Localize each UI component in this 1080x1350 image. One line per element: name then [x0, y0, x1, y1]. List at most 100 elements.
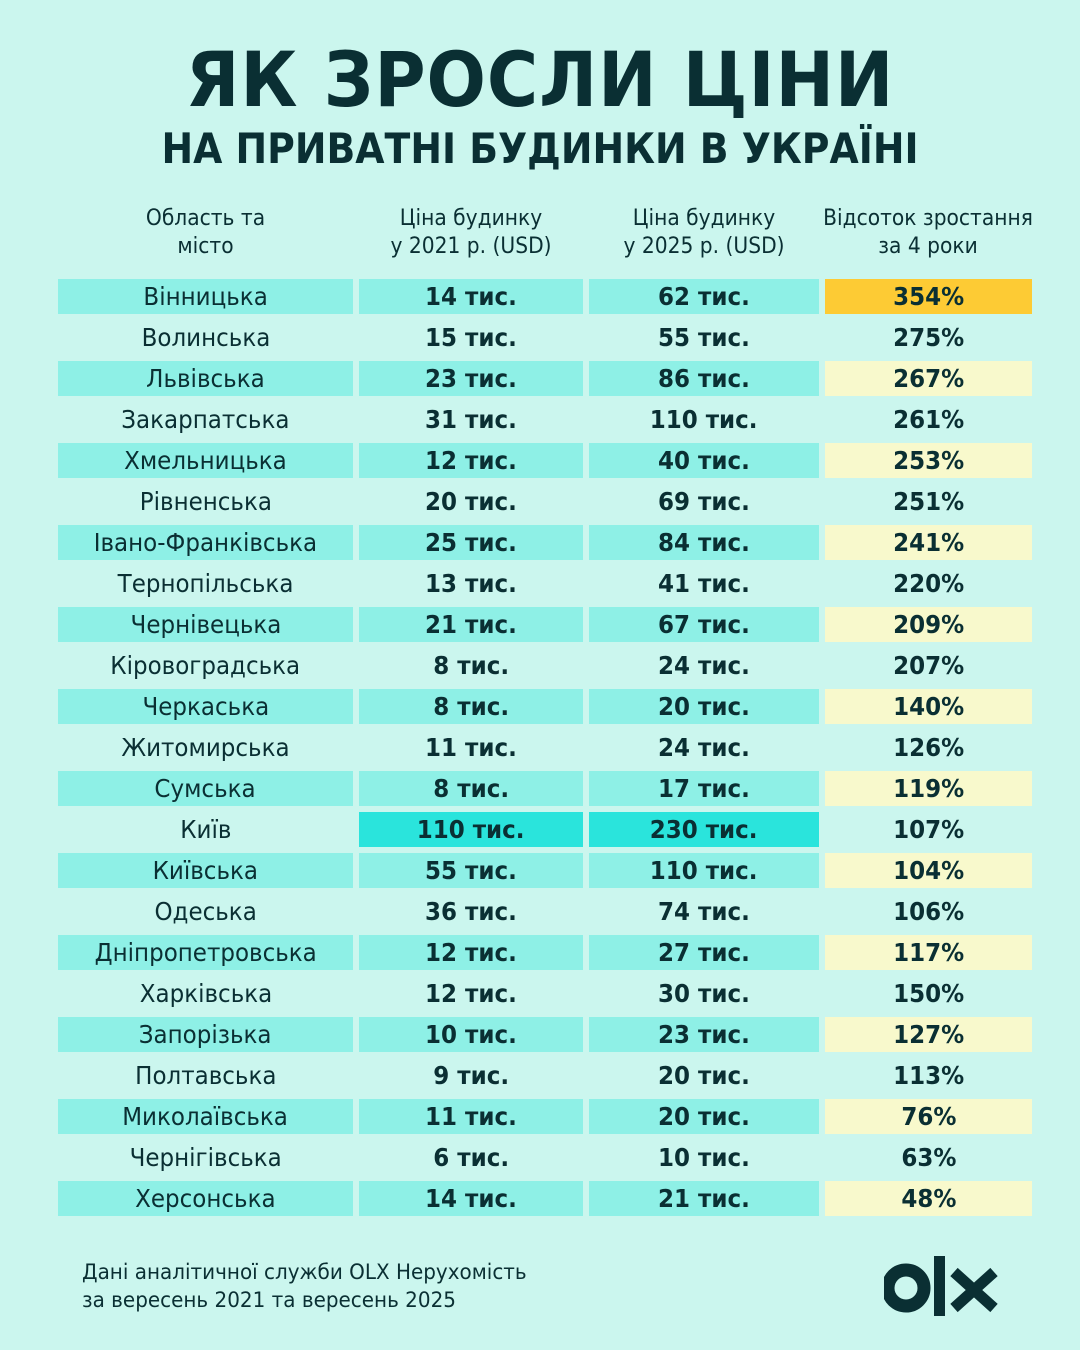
growth-cell: 126%	[825, 730, 1032, 765]
price-2025-cell: 41 тис.	[589, 566, 819, 601]
price-2025-cell-text: 30 тис.	[658, 979, 750, 1008]
price-2025-cell: 110 тис.	[589, 402, 819, 437]
price-2021-cell-text: 10 тис.	[425, 1020, 517, 1049]
region-cell: Полтавська	[58, 1058, 353, 1093]
price-2021-cell: 31 тис.	[359, 402, 583, 437]
growth-cell-text: 48%	[900, 1184, 957, 1213]
region-cell-text: Сумська	[154, 774, 257, 803]
growth-cell-text: 107%	[892, 815, 965, 844]
price-2021-cell: 6 тис.	[359, 1140, 583, 1175]
growth-cell: 150%	[825, 976, 1032, 1011]
table-row: Харківська 12 тис. 30 тис. 150%	[58, 976, 1032, 1017]
price-2021-cell-text: 14 тис.	[425, 1184, 517, 1213]
growth-cell-text: 106%	[892, 897, 965, 926]
growth-cell-text: 117%	[892, 938, 965, 967]
growth-cell: 107%	[825, 812, 1032, 847]
table-row: Івано-Франківська 25 тис. 84 тис. 241%	[58, 525, 1032, 566]
table-row: Львівська 23 тис. 86 тис. 267%	[58, 361, 1032, 402]
column-header-growth: Відсоток зростання за 4 роки	[813, 205, 1043, 261]
source-line: Дані аналітичної служби OLX Нерухомість	[82, 1260, 527, 1284]
price-2021-cell-text: 14 тис.	[425, 282, 517, 311]
price-2021-cell: 8 тис.	[359, 648, 583, 683]
column-header-line: Область та	[145, 206, 266, 231]
growth-cell: 127%	[825, 1017, 1032, 1052]
price-2021-cell: 13 тис.	[359, 566, 583, 601]
price-2025-cell-text: 21 тис.	[658, 1184, 750, 1213]
region-cell-text: Херсонська	[135, 1184, 276, 1213]
price-2021-cell: 11 тис.	[359, 730, 583, 765]
table-header: Область та місто Ціна будинку у 2021 р. …	[58, 205, 1033, 265]
table-row: Херсонська 14 тис. 21 тис. 48%	[58, 1181, 1032, 1222]
price-2021-cell-text: 36 тис.	[425, 897, 517, 926]
price-2025-cell-text: 20 тис.	[658, 692, 750, 721]
table-row: Одеська 36 тис. 74 тис. 106%	[58, 894, 1032, 935]
region-cell-text: Харківська	[139, 979, 272, 1008]
region-cell: Запорізька	[58, 1017, 353, 1052]
price-2025-cell: 24 тис.	[589, 730, 819, 765]
price-2025-cell: 20 тис.	[589, 1099, 819, 1134]
growth-cell: 267%	[825, 361, 1032, 396]
region-cell-text: Полтавська	[134, 1061, 277, 1090]
price-2021-cell-text: 8 тис.	[433, 774, 509, 803]
region-cell: Волинська	[58, 320, 353, 355]
region-cell: Кіровоградська	[58, 648, 353, 683]
table-row: Київська 55 тис. 110 тис. 104%	[58, 853, 1032, 894]
region-cell: Черкаська	[58, 689, 353, 724]
price-2021-cell-text: 23 тис.	[425, 364, 517, 393]
growth-cell: 76%	[825, 1099, 1032, 1134]
price-2021-cell: 11 тис.	[359, 1099, 583, 1134]
region-cell: Херсонська	[58, 1181, 353, 1216]
table-row: Рівненська 20 тис. 69 тис. 251%	[58, 484, 1032, 525]
price-2025-cell: 230 тис.	[589, 812, 819, 847]
growth-cell-text: 119%	[892, 774, 965, 803]
price-2025-cell-text: 55 тис.	[658, 323, 750, 352]
price-2025-cell-text: 110 тис.	[650, 405, 758, 434]
price-2021-cell-text: 11 тис.	[425, 1102, 517, 1131]
price-2025-cell: 27 тис.	[589, 935, 819, 970]
growth-cell: 241%	[825, 525, 1032, 560]
page-subtitle: НА ПРИВАТНІ БУДИНКИ В УКРАЇНІ	[161, 124, 919, 173]
table-row: Запорізька 10 тис. 23 тис. 127%	[58, 1017, 1032, 1058]
column-header-line: Ціна будинку	[632, 206, 776, 231]
column-header-line: у 2025 р. (USD)	[623, 234, 785, 259]
growth-cell-text: 354%	[892, 282, 965, 311]
price-2021-cell-text: 110 тис.	[417, 815, 525, 844]
price-2021-cell-text: 12 тис.	[425, 446, 517, 475]
growth-cell: 119%	[825, 771, 1032, 806]
table-row: Чернігівська 6 тис. 10 тис. 63%	[58, 1140, 1032, 1181]
region-cell-text: Тернопільська	[117, 569, 294, 598]
region-cell: Миколаївська	[58, 1099, 353, 1134]
growth-cell: 117%	[825, 935, 1032, 970]
price-2025-cell-text: 84 тис.	[658, 528, 750, 557]
price-2021-cell-text: 8 тис.	[433, 692, 509, 721]
price-2025-cell-text: 67 тис.	[658, 610, 750, 639]
price-2025-cell-text: 230 тис.	[650, 815, 758, 844]
price-2025-cell-text: 41 тис.	[658, 569, 750, 598]
price-2025-cell-text: 69 тис.	[658, 487, 750, 516]
growth-cell: 140%	[825, 689, 1032, 724]
growth-cell-text: 251%	[892, 487, 965, 516]
table-row: Полтавська 9 тис. 20 тис. 113%	[58, 1058, 1032, 1099]
region-cell: Сумська	[58, 771, 353, 806]
price-2025-cell: 110 тис.	[589, 853, 819, 888]
region-cell-text: Київська	[152, 856, 259, 885]
price-2025-cell-text: 24 тис.	[658, 733, 750, 762]
growth-cell: 220%	[825, 566, 1032, 601]
price-2025-cell: 86 тис.	[589, 361, 819, 396]
growth-cell: 48%	[825, 1181, 1032, 1216]
growth-cell-text: 140%	[892, 692, 965, 721]
table-row: Вінницька 14 тис. 62 тис. 354%	[58, 279, 1032, 320]
region-cell-text: Житомирська	[121, 733, 290, 762]
price-2025-cell: 20 тис.	[589, 689, 819, 724]
growth-cell: 63%	[825, 1140, 1032, 1175]
table-row: Миколаївська 11 тис. 20 тис. 76%	[58, 1099, 1032, 1140]
price-2021-cell: 14 тис.	[359, 1181, 583, 1216]
region-cell-text: Чернівецька	[130, 610, 281, 639]
region-cell-text: Запорізька	[139, 1020, 272, 1049]
price-2025-cell: 30 тис.	[589, 976, 819, 1011]
region-cell-text: Львівська	[146, 364, 265, 393]
price-2025-cell: 40 тис.	[589, 443, 819, 478]
column-header-price-2021: Ціна будинку у 2021 р. (USD)	[368, 205, 574, 261]
region-cell-text: Черкаська	[142, 692, 269, 721]
olx-logo	[884, 1256, 998, 1316]
